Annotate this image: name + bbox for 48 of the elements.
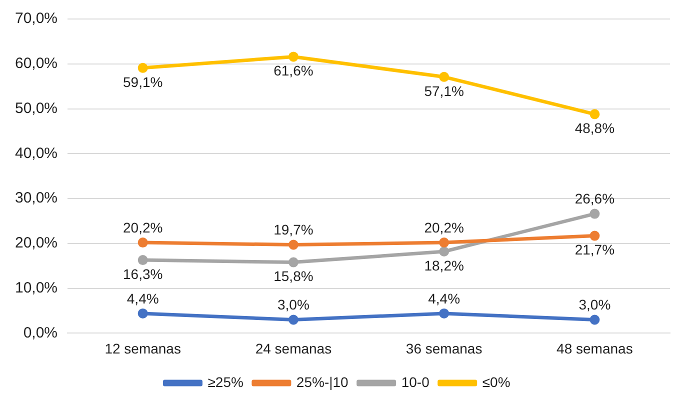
- data-label: 18,2%: [424, 257, 464, 274]
- point: [288, 257, 298, 268]
- data-label: 19,7%: [274, 222, 314, 238]
- point: [439, 72, 450, 82]
- data-label: 20,2%: [122, 219, 163, 236]
- point: [590, 208, 600, 219]
- legend-label: 10-0: [401, 374, 430, 390]
- point: [138, 62, 148, 73]
- point: [138, 238, 148, 248]
- point: [590, 314, 600, 325]
- x-tick-label: 24 semanas: [255, 340, 332, 356]
- y-tick-label: 50,0%: [14, 100, 58, 117]
- point: [439, 246, 450, 257]
- data-label: 20,2%: [424, 219, 464, 236]
- y-tick-label: 60,0%: [14, 55, 58, 72]
- data-label: 21,7%: [574, 242, 615, 258]
- y-tick-label: 40,0%: [14, 144, 58, 162]
- data-label: 57,1%: [424, 82, 464, 99]
- legend-label: ≥25%: [208, 374, 244, 390]
- point: [288, 240, 298, 250]
- y-tick-label: 70,0%: [14, 10, 58, 28]
- data-label: 3,0%: [578, 296, 611, 313]
- data-label: 26,6%: [574, 190, 615, 207]
- point: [439, 308, 450, 318]
- y-tick-label: 30,0%: [14, 190, 58, 207]
- data-label: 4,4%: [126, 290, 159, 306]
- data-label: 15,8%: [274, 268, 314, 284]
- point: [138, 308, 148, 318]
- y-tick-label: 20,0%: [14, 234, 58, 252]
- point: [439, 238, 450, 248]
- point: [288, 52, 298, 62]
- legend-label: ≤0%: [482, 374, 510, 390]
- point: [138, 255, 148, 266]
- data-label: 16,3%: [122, 266, 163, 282]
- data-label: 61,6%: [274, 62, 314, 79]
- data-label: 4,4%: [428, 290, 460, 306]
- x-tick-label: 48 semanas: [556, 340, 633, 356]
- x-tick-label: 36 semanas: [406, 340, 482, 356]
- data-label: 59,1%: [122, 74, 163, 90]
- y-tick-label: 10,0%: [14, 279, 58, 296]
- data-label: 48,8%: [574, 120, 615, 136]
- data-label: 3,0%: [277, 296, 310, 313]
- point: [590, 230, 600, 241]
- x-tick-label: 12 semanas: [104, 340, 181, 356]
- point: [288, 314, 298, 325]
- y-tick-label: 0,0%: [23, 324, 58, 342]
- point: [590, 109, 600, 120]
- legend-label: 25%-|10: [296, 374, 349, 390]
